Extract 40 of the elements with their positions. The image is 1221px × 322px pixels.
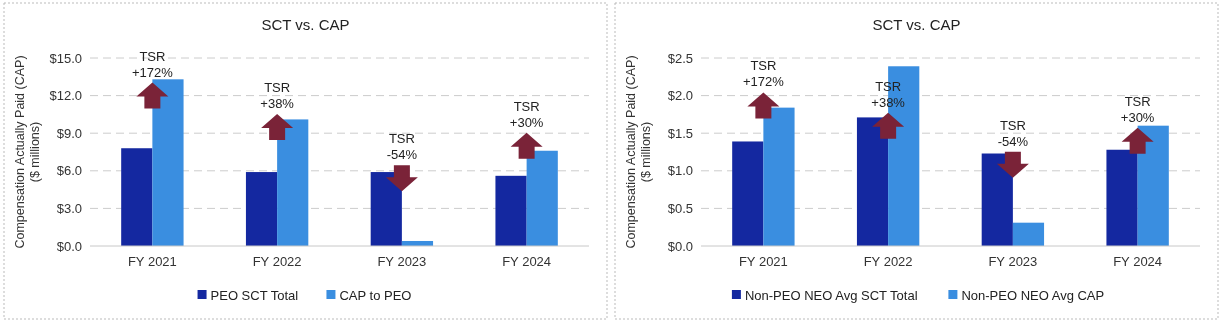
y-tick-label: $1.0 — [667, 163, 693, 179]
annotation: TSR +172% — [131, 48, 174, 80]
annotation: TSR +30% — [509, 98, 544, 130]
annotation: TSR -54% — [997, 117, 1029, 149]
x-tick-label: FY 2021 — [738, 254, 788, 269]
bar — [1012, 222, 1045, 246]
x-tick-label: FY 2021 — [127, 254, 177, 269]
legend-label: Non-PEO NEO Avg SCT Total — [744, 287, 918, 303]
y-tick-label: $3.0 — [56, 200, 82, 216]
x-tick-label: FY 2022 — [863, 254, 913, 269]
bar — [121, 148, 153, 246]
x-tick-label: FY 2023 — [377, 254, 427, 269]
bar — [495, 175, 527, 246]
annotation: TSR +172% — [742, 58, 785, 90]
y-tick-label: $6.0 — [56, 163, 82, 179]
y-tick-label: $15.0 — [49, 50, 82, 66]
x-tick-label: FY 2023 — [988, 254, 1038, 269]
annotation: TSR -54% — [386, 131, 418, 163]
y-tick-label: $2.5 — [667, 50, 693, 66]
y-axis-title: Compensation Actually Paid (CAP) ($ millions) — [13, 55, 42, 249]
annotation: TSR +30% — [1120, 93, 1155, 125]
legend-label: CAP to PEO — [339, 287, 412, 303]
y-tick-label: $1.5 — [667, 125, 693, 141]
y-tick-label: $12.0 — [49, 88, 82, 104]
x-tick-label: FY 2024 — [502, 254, 552, 269]
y-tick-label: $0.0 — [56, 238, 82, 254]
y-axis-title: Compensation Actually Paid (CAP) ($ millions) — [624, 55, 653, 249]
legend-label: Non-PEO NEO Avg CAP — [961, 287, 1105, 303]
chart-title: SCT vs. CAP — [872, 16, 961, 33]
y-tick-label: $2.0 — [667, 88, 693, 104]
y-tick-label: $0.0 — [667, 238, 693, 254]
x-tick-label: FY 2024 — [1113, 254, 1163, 269]
bar — [245, 172, 278, 246]
y-tick-label: $0.5 — [667, 200, 693, 216]
annotation: TSR +38% — [260, 79, 295, 111]
legend-label: PEO SCT Total — [210, 287, 299, 303]
y-tick-label: $9.0 — [56, 125, 82, 141]
chart-title: SCT vs. CAP — [261, 16, 350, 33]
bar — [732, 141, 764, 246]
x-tick-label: FY 2022 — [252, 254, 302, 269]
